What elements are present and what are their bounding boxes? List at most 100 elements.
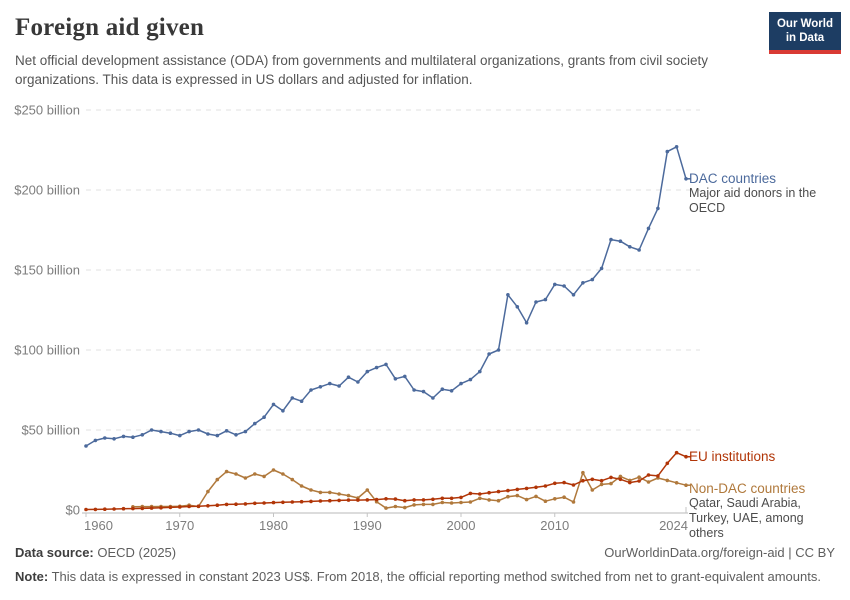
- data-point: [103, 507, 107, 512]
- data-point: [206, 432, 210, 436]
- data-point: [440, 496, 445, 501]
- data-point: [524, 497, 529, 502]
- owid-logo-line1: Our World: [776, 17, 833, 30]
- data-point: [346, 498, 351, 502]
- series-eu-institutions: [84, 450, 691, 512]
- data-point: [140, 506, 145, 511]
- x-axis-tick-label: 2000: [447, 518, 476, 533]
- data-point: [506, 488, 510, 493]
- data-point: [206, 504, 210, 508]
- data-point: [506, 494, 510, 499]
- data-point: [393, 504, 398, 509]
- data-point: [412, 388, 416, 392]
- data-point: [234, 502, 238, 507]
- data-point: [299, 484, 304, 488]
- footer-note-text: This data is expressed in constant 2023 …: [48, 569, 821, 584]
- data-point: [684, 483, 688, 488]
- data-point: [562, 495, 566, 500]
- data-point: [478, 496, 482, 501]
- data-point: [253, 421, 257, 426]
- x-axis: 1960 1970 1980 1990 2000 2010 2024: [82, 507, 688, 533]
- data-point: [178, 505, 182, 509]
- owid-logo[interactable]: Our World in Data: [769, 12, 841, 54]
- data-point: [215, 477, 220, 482]
- data-point: [543, 484, 548, 488]
- data-point: [196, 428, 201, 432]
- data-point: [374, 497, 379, 502]
- data-point: [121, 434, 126, 439]
- data-point: [665, 461, 670, 466]
- data-point: [281, 472, 285, 476]
- x-axis-tick-label: 1990: [353, 518, 382, 533]
- data-point: [656, 206, 660, 211]
- page-title: Foreign aid given: [15, 14, 205, 41]
- data-point: [281, 500, 285, 505]
- data-point: [149, 506, 154, 510]
- data-point: [215, 503, 220, 508]
- data-point: [534, 494, 538, 499]
- data-point: [599, 266, 604, 271]
- data-point: [637, 475, 641, 480]
- data-point: [206, 489, 210, 494]
- data-point: [318, 499, 323, 503]
- data-point: [487, 352, 491, 356]
- x-axis-tick-label: 1960: [84, 518, 113, 533]
- data-point: [328, 381, 332, 386]
- data-point: [243, 502, 248, 506]
- data-point: [553, 481, 557, 486]
- data-point: [599, 482, 604, 487]
- data-point: [618, 239, 623, 243]
- data-point: [337, 384, 341, 388]
- data-point: [581, 478, 585, 483]
- data-point: [524, 321, 529, 325]
- chart-subtitle: Net official development assistance (ODA…: [15, 53, 709, 87]
- data-point: [93, 507, 98, 512]
- data-point: [543, 297, 548, 302]
- data-point: [328, 490, 332, 495]
- data-point: [674, 145, 679, 149]
- data-point: [674, 481, 679, 485]
- data-point: [243, 476, 248, 480]
- owid-logo-line2: in Data: [785, 32, 825, 44]
- data-point: [515, 305, 520, 309]
- data-point: [421, 498, 426, 502]
- data-point: [412, 503, 416, 507]
- data-point: [384, 497, 388, 501]
- data-point: [234, 472, 238, 476]
- data-point: [131, 435, 135, 440]
- data-point: [243, 429, 248, 434]
- data-point: [515, 493, 520, 498]
- data-point: [93, 438, 98, 443]
- x-axis-tick-label: 2010: [540, 518, 569, 533]
- y-axis-tick-label: $250 billion: [14, 103, 80, 118]
- data-point: [262, 501, 266, 505]
- data-point: [459, 495, 463, 500]
- data-point: [431, 396, 435, 400]
- data-source-value: OECD (2025): [93, 545, 177, 560]
- data-point: [215, 433, 220, 438]
- data-point: [356, 380, 360, 384]
- series-non-dac-countries: [131, 468, 691, 510]
- data-point: [637, 248, 641, 252]
- data-point: [431, 502, 435, 507]
- data-point: [581, 281, 585, 285]
- data-point: [224, 429, 229, 433]
- data-point: [253, 472, 257, 476]
- y-axis-tick-label: $100 billion: [14, 343, 80, 358]
- data-point: [328, 498, 332, 503]
- data-point: [421, 389, 426, 394]
- data-point: [628, 245, 632, 249]
- data-point: [337, 492, 341, 496]
- data-point: [515, 487, 520, 492]
- owid-citation-link[interactable]: OurWorldinData.org/foreign-aid | CC BY: [604, 545, 835, 560]
- data-point: [590, 488, 595, 492]
- data-point: [309, 499, 313, 504]
- data-point: [440, 500, 445, 505]
- data-point: [468, 377, 473, 382]
- data-point: [84, 507, 88, 512]
- data-point: [496, 498, 501, 503]
- data-point: [534, 300, 538, 304]
- y-axis-tick-label: $0: [66, 503, 80, 518]
- data-point: [665, 149, 670, 154]
